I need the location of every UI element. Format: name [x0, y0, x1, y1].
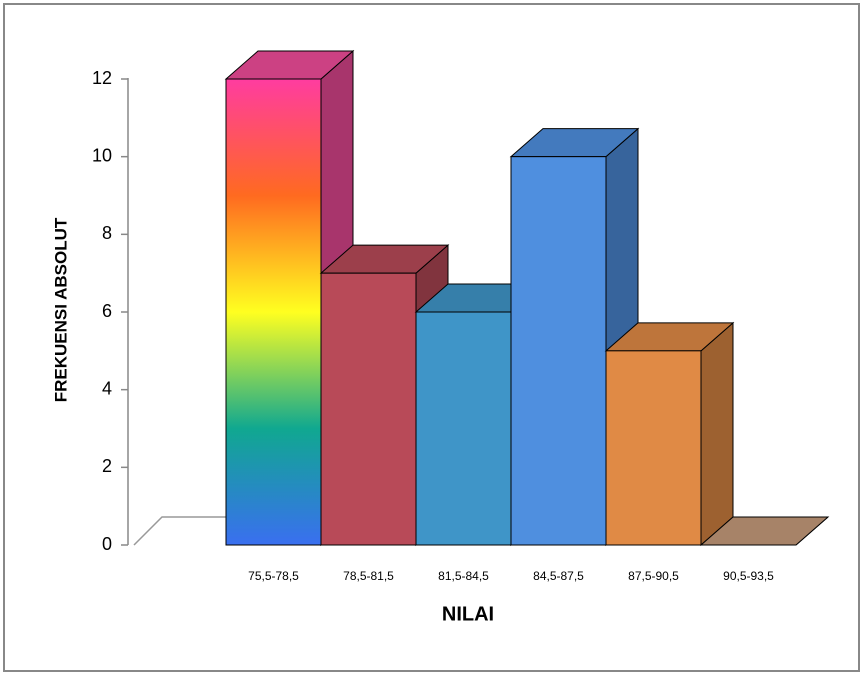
y-tick-label: 10 — [92, 145, 112, 165]
y-tick-label: 0 — [102, 534, 112, 554]
floor-edge — [134, 517, 226, 545]
bar — [606, 351, 701, 545]
x-tick-label: 90,5-93,5 — [723, 569, 774, 583]
y-tick-label: 8 — [102, 223, 112, 243]
bar — [321, 273, 416, 545]
x-tick-label: 84,5-87,5 — [533, 569, 584, 583]
y-tick-label: 6 — [102, 301, 112, 321]
y-tick-label: 4 — [102, 378, 112, 398]
y-tick-label: 2 — [102, 456, 112, 476]
bar-side — [701, 323, 733, 545]
bar — [416, 312, 511, 545]
y-tick-label: 12 — [92, 68, 112, 88]
bar — [511, 157, 606, 545]
x-tick-label: 87,5-90,5 — [628, 569, 679, 583]
chart: NILAI FREKUENSI ABSOLUT 0 2 4 6 8 10 12 75,5-78… — [0, 0, 863, 675]
x-tick-label: 81,5-84,5 — [438, 569, 489, 583]
bar — [226, 79, 321, 545]
y-axis-label: FREKUENSI ABSOLUT — [51, 217, 70, 402]
x-axis-label: NILAI — [442, 603, 494, 625]
x-tick-label: 75,5-78,5 — [248, 569, 299, 583]
x-tick-label: 78,5-81,5 — [343, 569, 394, 583]
